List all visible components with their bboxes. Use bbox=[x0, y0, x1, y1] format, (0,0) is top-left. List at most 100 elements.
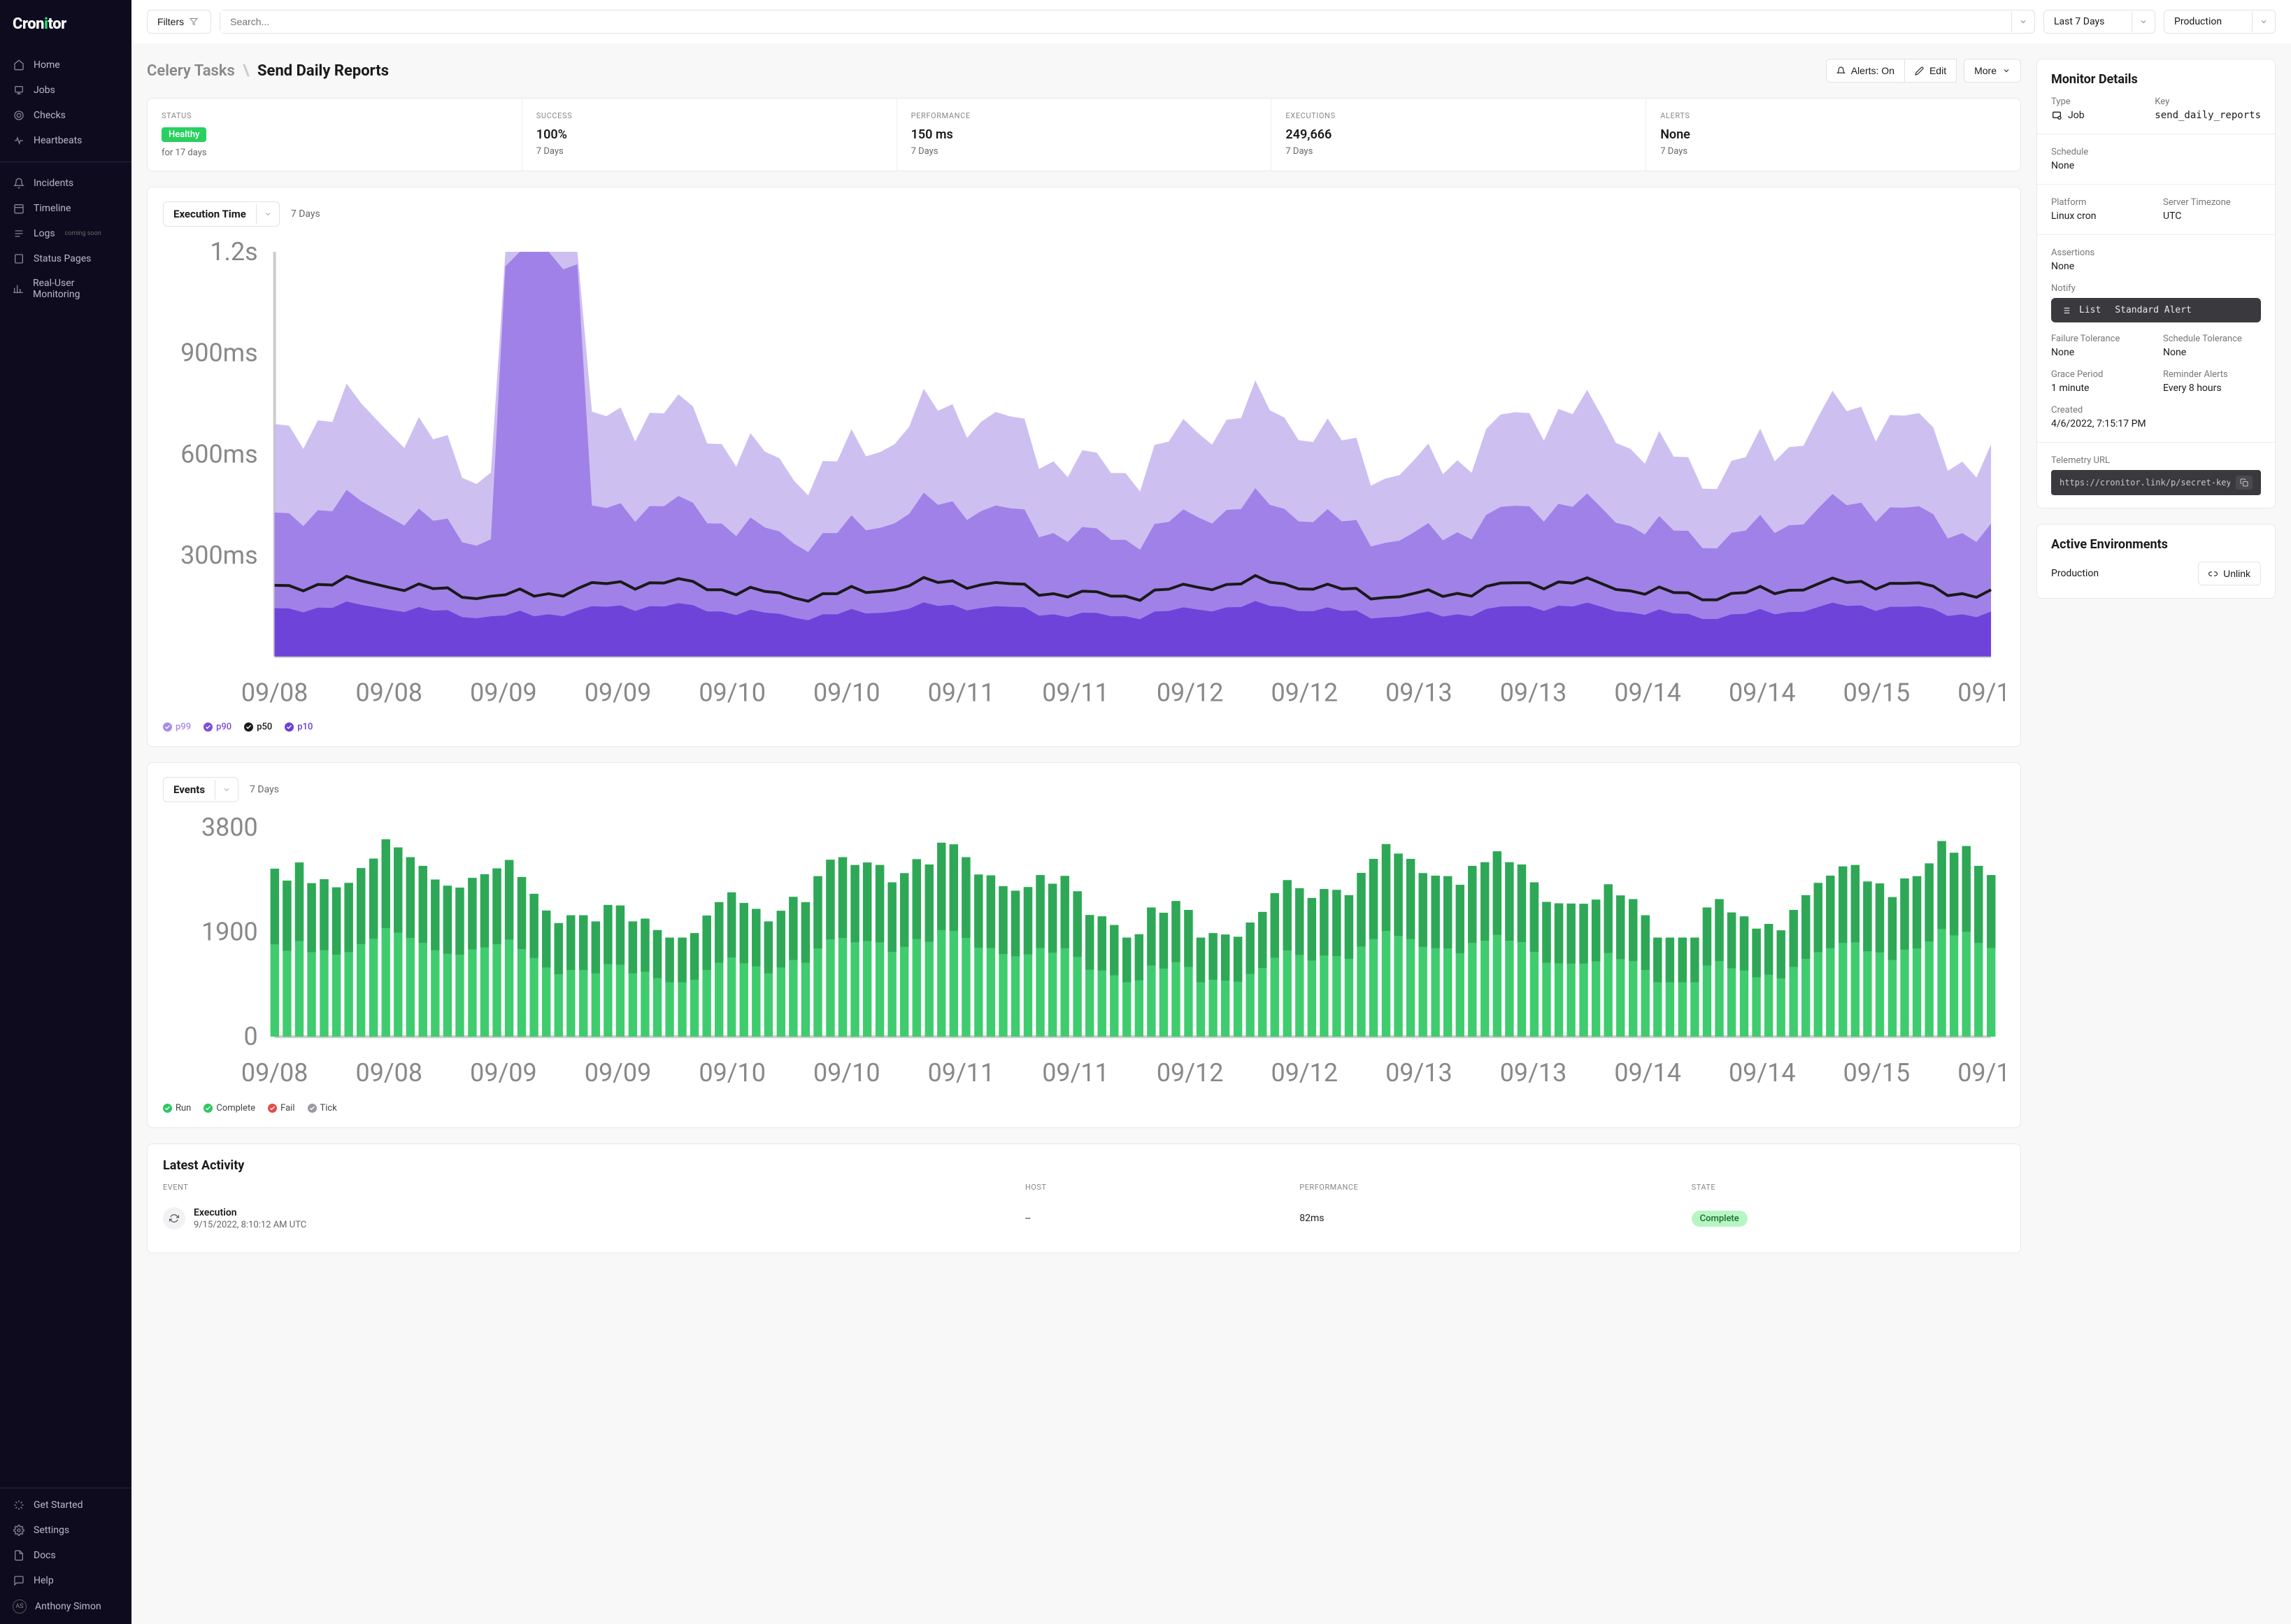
more-label: More bbox=[1974, 65, 1997, 76]
gear-icon bbox=[13, 1524, 25, 1537]
logs-icon bbox=[13, 227, 25, 240]
event-time: 9/15/2022, 8:10:12 AM UTC bbox=[194, 1220, 306, 1230]
svg-text:09/11: 09/11 bbox=[1042, 678, 1109, 707]
svg-text:09/15: 09/15 bbox=[1957, 1059, 2005, 1088]
events-chart-legend: Run Complete Fail Tick bbox=[163, 1103, 2005, 1113]
legend-item[interactable]: p50 bbox=[244, 722, 272, 732]
breadcrumb: Celery Tasks \ Send Daily Reports bbox=[147, 62, 389, 80]
legend-item[interactable]: Complete bbox=[204, 1103, 255, 1113]
svg-text:09/14: 09/14 bbox=[1729, 1059, 1796, 1088]
coming-soon-badge: coming soon bbox=[65, 230, 101, 237]
sidebar-label: Help bbox=[34, 1575, 54, 1586]
sidebar-label: Heartbeats bbox=[34, 135, 82, 146]
sidebar-label: Real-User Monitoring bbox=[33, 278, 119, 300]
svg-text:09/11: 09/11 bbox=[928, 1059, 995, 1088]
host-value: -- bbox=[1025, 1213, 1299, 1224]
legend-item[interactable]: Tick bbox=[308, 1103, 337, 1113]
svg-text:09/13: 09/13 bbox=[1385, 678, 1453, 707]
unlink-icon bbox=[2208, 569, 2218, 578]
edit-button[interactable]: Edit bbox=[1904, 59, 1957, 83]
topbar: Filters Last 7 Days Production bbox=[131, 0, 2291, 43]
stat-label: ALERTS bbox=[1660, 111, 2006, 120]
legend-item[interactable]: p10 bbox=[285, 722, 313, 732]
stat-label: STATUS bbox=[162, 111, 508, 120]
bell-icon bbox=[13, 177, 25, 190]
detail-label: Schedule Tolerance bbox=[2163, 334, 2261, 344]
sidebar-item-incidents[interactable]: Incidents bbox=[0, 171, 131, 196]
copy-icon[interactable] bbox=[2236, 476, 2253, 490]
detail-value: send_daily_reports bbox=[2155, 110, 2261, 121]
chart-metric-select[interactable]: Execution Time bbox=[163, 201, 280, 227]
sidebar-item-checks[interactable]: Checks bbox=[0, 103, 131, 128]
telemetry-url-box: https://cronitor.link/p/secret-key/send_… bbox=[2051, 470, 2261, 495]
alerts-button[interactable]: Alerts: On bbox=[1826, 59, 1905, 83]
legend-item[interactable]: p99 bbox=[163, 722, 191, 732]
notify-list[interactable]: List Standard Alert bbox=[2051, 298, 2261, 322]
chart-metric-select[interactable]: Events bbox=[163, 777, 238, 802]
execution-time-chart: 1.2s900ms600ms300ms09/0809/0809/0909/090… bbox=[163, 238, 2005, 712]
svg-text:09/10: 09/10 bbox=[699, 678, 766, 707]
chevron-down-icon[interactable] bbox=[2252, 12, 2275, 31]
table-row[interactable]: Execution 9/15/2022, 8:10:12 AM UTC -- 8… bbox=[163, 1199, 2005, 1239]
sidebar-item-rum[interactable]: Real-User Monitoring bbox=[0, 271, 131, 306]
doc-icon bbox=[13, 1549, 25, 1562]
col-header: HOST bbox=[1025, 1183, 1299, 1192]
chevron-down-icon[interactable] bbox=[2132, 12, 2155, 31]
heartbeat-icon bbox=[13, 134, 25, 147]
sidebar-item-logs[interactable]: Logs coming soon bbox=[0, 221, 131, 246]
search-input[interactable] bbox=[220, 10, 2011, 33]
daterange-value: Last 7 Days bbox=[2044, 10, 2132, 33]
panel-title: Active Environments bbox=[2051, 537, 2261, 552]
refresh-icon bbox=[163, 1207, 185, 1230]
logo[interactable]: Cronitor bbox=[0, 0, 131, 48]
svg-text:09/10: 09/10 bbox=[813, 1059, 880, 1088]
legend-item[interactable]: Fail bbox=[268, 1103, 294, 1113]
more-button[interactable]: More bbox=[1964, 59, 2021, 83]
sidebar-item-get-started[interactable]: Get Started bbox=[0, 1493, 131, 1518]
legend-item[interactable]: p90 bbox=[204, 722, 231, 732]
chat-icon bbox=[13, 1574, 25, 1587]
chevron-down-icon bbox=[2002, 66, 2011, 75]
sidebar-item-status-pages[interactable]: Status Pages bbox=[0, 246, 131, 271]
svg-text:09/15: 09/15 bbox=[1843, 1059, 1911, 1088]
legend-item[interactable]: Run bbox=[163, 1103, 191, 1113]
svg-text:09/09: 09/09 bbox=[585, 678, 652, 707]
breadcrumb-parent[interactable]: Celery Tasks bbox=[147, 62, 235, 80]
search-field[interactable] bbox=[220, 10, 2035, 34]
sidebar-item-settings[interactable]: Settings bbox=[0, 1518, 131, 1543]
perf-value: 82ms bbox=[1299, 1213, 1691, 1224]
sidebar-item-docs[interactable]: Docs bbox=[0, 1543, 131, 1568]
filters-button[interactable]: Filters bbox=[147, 10, 211, 34]
search-chevron[interactable] bbox=[2011, 12, 2034, 31]
stat-sub: 7 Days bbox=[1285, 146, 1632, 157]
chevron-down-icon[interactable] bbox=[215, 780, 238, 799]
detail-value: Job bbox=[2068, 110, 2085, 121]
detail-label: Platform bbox=[2051, 197, 2149, 208]
sidebar-item-heartbeats[interactable]: Heartbeats bbox=[0, 128, 131, 153]
sidebar-item-jobs[interactable]: Jobs bbox=[0, 78, 131, 103]
svg-text:09/12: 09/12 bbox=[1271, 678, 1339, 707]
sidebar-item-home[interactable]: Home bbox=[0, 52, 131, 78]
event-name: Execution bbox=[194, 1207, 306, 1218]
sidebar-item-help[interactable]: Help bbox=[0, 1568, 131, 1593]
stat-sub: 7 Days bbox=[536, 146, 883, 157]
environment-select[interactable]: Production bbox=[2164, 10, 2276, 34]
chart-title: Execution Time bbox=[164, 202, 256, 226]
sidebar-item-user[interactable]: AS Anthony Simon bbox=[0, 1593, 131, 1620]
stat-value: 100% bbox=[536, 127, 883, 142]
col-header: PERFORMANCE bbox=[1299, 1183, 1691, 1192]
avatar: AS bbox=[13, 1600, 27, 1614]
daterange-select[interactable]: Last 7 Days bbox=[2043, 10, 2155, 34]
sidebar-item-timeline[interactable]: Timeline bbox=[0, 196, 131, 221]
svg-text:09/15: 09/15 bbox=[1843, 678, 1911, 707]
detail-value: 4/6/2022, 7:15:17 PM bbox=[2051, 418, 2261, 429]
sidebar-label: Logs bbox=[34, 228, 55, 239]
action-buttons: Alerts: On Edit More bbox=[1826, 59, 2021, 83]
chevron-down-icon[interactable] bbox=[256, 204, 279, 224]
svg-text:09/14: 09/14 bbox=[1614, 1059, 1681, 1088]
sidebar-label: Status Pages bbox=[34, 253, 91, 264]
stat-status: STATUS Healthy for 17 days bbox=[148, 99, 522, 171]
detail-value: 1 minute bbox=[2051, 383, 2149, 394]
unlink-button[interactable]: Unlink bbox=[2198, 562, 2261, 585]
state-badge: Complete bbox=[1692, 1211, 1748, 1227]
